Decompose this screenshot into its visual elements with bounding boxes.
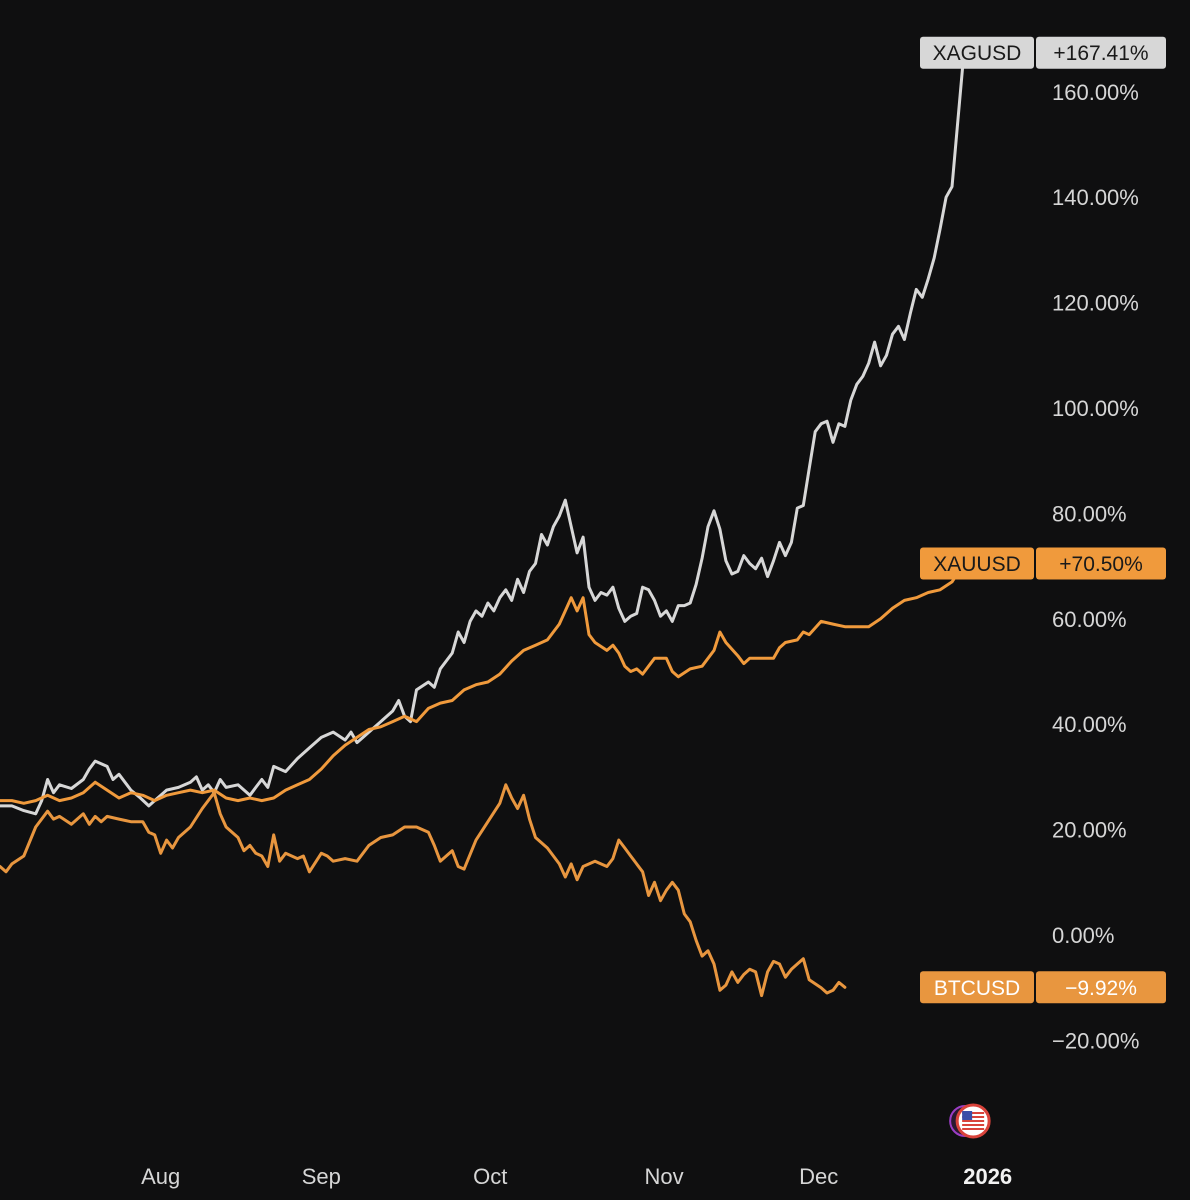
price-tag-btcusd[interactable]: BTCUSD −9.92% — [920, 971, 1166, 1004]
x-tick-label: 2026 — [963, 1164, 1012, 1189]
flag-stripe — [962, 1120, 985, 1122]
us-flag-icon[interactable] — [949, 1103, 991, 1139]
tag-change: −9.92% — [1065, 977, 1137, 1000]
y-axis: 160.00% 140.00% 120.00% 100.00% 80.00% 60.00%… — [1052, 80, 1139, 1054]
tag-symbol-box — [920, 971, 1034, 1004]
x-tick-label: Aug — [141, 1164, 180, 1189]
event-markers — [949, 1103, 991, 1139]
flag-stripe — [962, 1112, 985, 1114]
price-tags: XAGUSD +167.41% XAUUSD +70.50% BTCUSD −9.92% — [920, 36, 1166, 1004]
y-tick-label: 120.00% — [1052, 291, 1139, 316]
flag-stripe — [962, 1116, 985, 1118]
series-layer — [0, 51, 966, 998]
y-tick-label: 160.00% — [1052, 80, 1139, 105]
x-tick-label: Nov — [644, 1164, 683, 1189]
series-line-btcusd[interactable] — [0, 783, 847, 998]
y-tick-label: 140.00% — [1052, 185, 1139, 210]
y-tick-label: 0.00% — [1052, 923, 1114, 948]
price-tag-xauusd[interactable]: XAUUSD +70.50% — [920, 547, 1166, 580]
x-axis: Aug Sep Oct Nov Dec 2026 — [141, 1164, 1012, 1189]
tag-value-box — [1036, 971, 1166, 1004]
tag-value-box — [1036, 547, 1166, 580]
tag-symbol: BTCUSD — [934, 977, 1020, 1000]
y-tick-label: −20.00% — [1052, 1028, 1139, 1053]
tag-symbol: XAGUSD — [933, 42, 1022, 65]
y-tick-label: 80.00% — [1052, 501, 1127, 526]
x-tick-label: Dec — [799, 1164, 838, 1189]
price-tag-xagusd[interactable]: XAGUSD +167.41% — [920, 36, 1166, 69]
tag-symbol-box — [920, 547, 1034, 580]
y-tick-label: 40.00% — [1052, 712, 1127, 737]
y-tick-label: 100.00% — [1052, 396, 1139, 421]
flag-stripe — [962, 1128, 985, 1130]
flag-stripe — [962, 1124, 985, 1126]
x-tick-label: Oct — [473, 1164, 507, 1189]
tag-symbol: XAUUSD — [933, 553, 1021, 576]
flag-canton — [962, 1111, 973, 1120]
y-tick-label: 20.00% — [1052, 818, 1127, 843]
series-line-xagusd[interactable] — [0, 51, 966, 816]
tag-change: +167.41% — [1053, 42, 1148, 65]
tag-value-box — [1036, 36, 1166, 69]
x-tick-label: Sep — [302, 1164, 341, 1189]
tag-symbol-box — [920, 36, 1034, 69]
y-tick-label: 60.00% — [1052, 607, 1127, 632]
tag-change: +70.50% — [1059, 553, 1143, 576]
series-line-xauusd[interactable] — [0, 562, 966, 805]
